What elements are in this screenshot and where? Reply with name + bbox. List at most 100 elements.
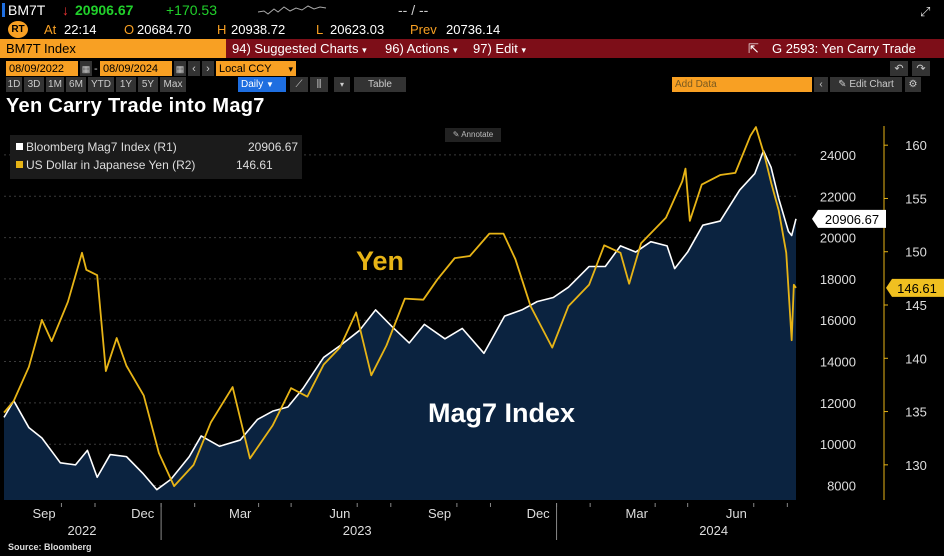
period-6m-button[interactable]: 6M <box>66 77 86 92</box>
left-axis-tick-label: 10000 <box>820 437 856 452</box>
left-axis-tick-label: 22000 <box>820 189 856 204</box>
realtime-badge-icon: RT <box>8 21 28 38</box>
period-ytd-button[interactable]: YTD <box>88 77 114 92</box>
settings-gear-icon[interactable]: ⚙ <box>905 77 921 92</box>
security-field[interactable]: BM7T Index <box>6 41 76 56</box>
yen-annotation: Yen <box>356 246 404 276</box>
open-label: O <box>124 22 135 37</box>
x-tick-label: Mar <box>229 506 252 521</box>
x-tick-label: Sep <box>428 506 451 521</box>
mag7-series-line <box>3 149 797 491</box>
menu-bar: BM7T Index 94) Suggested Charts ▾ 96) Ac… <box>0 39 944 58</box>
chevron-down-icon[interactable]: ▾ <box>334 77 350 92</box>
mag7-annotation: Mag7 Index <box>428 398 575 428</box>
chevron-down-icon: ▾ <box>288 64 293 74</box>
x-year-label: 2023 <box>343 523 372 538</box>
left-axis-tick-label: 12000 <box>820 396 856 411</box>
sparkline-icon <box>258 5 327 15</box>
open-value: 20684.70 <box>137 22 192 37</box>
x-tick-label: Jun <box>329 506 350 521</box>
redo-icon[interactable]: ↷ <box>912 61 930 76</box>
expand-window-icon[interactable]: ⤢ <box>920 4 931 19</box>
x-tick-label: Dec <box>527 506 551 521</box>
currency-label: Local CCY <box>219 63 272 75</box>
period-1y-button[interactable]: 1Y <box>116 77 136 92</box>
x-tick-label: Jun <box>726 506 747 521</box>
left-axis-tick-label: 20000 <box>820 231 856 246</box>
actions-menu[interactable]: 96) Actions ▾ <box>385 39 457 60</box>
previous-arrow-icon[interactable]: ‹ <box>188 61 200 76</box>
period-1d-button[interactable]: 1D <box>6 77 22 92</box>
export-icon[interactable]: ⇱ <box>748 41 759 56</box>
x-tick-label: Mar <box>626 506 649 521</box>
chevron-left-icon[interactable]: ‹ <box>814 77 828 92</box>
currency-select[interactable]: Local CCY ▾ <box>216 61 296 76</box>
frequency-select[interactable]: Daily ▼ <box>238 77 286 92</box>
ticker[interactable]: BM7T <box>8 2 46 18</box>
last-price: 20906.67 <box>75 2 134 18</box>
period-5y-button[interactable]: 5Y <box>138 77 158 92</box>
mag7-last-value: 20906.67 <box>825 212 879 227</box>
x-year-label: 2022 <box>68 523 97 538</box>
chevron-down-icon: ▾ <box>521 45 526 55</box>
legend-label: US Dollar in Japanese Yen (R2) <box>26 158 196 172</box>
frequency-label: Daily <box>241 79 264 90</box>
edit-label: 97) Edit <box>473 41 518 56</box>
annotate-label: Annotate <box>461 130 494 139</box>
mag7-area-fill <box>4 150 796 500</box>
right-axis-tick-label: 140 <box>905 351 927 366</box>
yen-series-line <box>3 126 797 488</box>
annotate-button[interactable]: ✎ Annotate <box>445 128 501 142</box>
yen-last-value: 146.61 <box>897 281 937 296</box>
add-data-input[interactable]: Add Data <box>672 77 812 92</box>
undo-icon[interactable]: ↶ <box>890 61 908 76</box>
x-axis: Sep Dec Mar Jun Sep Dec Mar Jun 2022 2023 2024 <box>33 503 788 540</box>
pencil-icon: ✎ <box>452 130 460 139</box>
ticker-marker <box>2 3 5 17</box>
end-date-input[interactable]: 08/09/2024 <box>100 61 172 76</box>
line-chart-icon[interactable]: ⟋ <box>290 77 308 92</box>
left-axis: 8000 10000 12000 14000 16000 18000 20000 22000 2… <box>820 148 856 494</box>
bid-ask: -- / -- <box>398 2 429 18</box>
legend-item-yen[interactable]: US Dollar in Japanese Yen (R2) <box>16 158 195 172</box>
right-axis-tick-label: 150 <box>905 245 927 260</box>
date-range-bar: 08/09/2022 ▦ - 08/09/2024 ▦ ‹ › Local CC… <box>0 61 944 77</box>
right-axis-tick-label: 130 <box>905 458 927 473</box>
period-3d-button[interactable]: 3D <box>24 77 44 92</box>
calendar-icon[interactable]: ▦ <box>80 61 92 76</box>
period-1m-button[interactable]: 1M <box>46 77 64 92</box>
chart-title: Yen Carry Trade into Mag7 <box>6 95 265 117</box>
pencil-icon: ✎ <box>838 79 847 90</box>
x-tick-label: Dec <box>131 506 155 521</box>
edit-menu[interactable]: 97) Edit ▾ <box>473 39 526 60</box>
period-max-button[interactable]: Max <box>160 77 186 92</box>
last-value-tags: 20906.67 146.61 <box>812 209 944 297</box>
chart-name: G 2593: Yen Carry Trade <box>772 41 916 56</box>
next-arrow-icon[interactable]: › <box>202 61 214 76</box>
source-note: Source: Bloomberg <box>8 542 92 552</box>
left-axis-tick-label: 14000 <box>820 355 856 370</box>
prev-label: Prev <box>410 22 437 37</box>
left-axis-tick-label: 24000 <box>820 148 856 163</box>
legend-item-mag7[interactable]: Bloomberg Mag7 Index (R1) <box>16 140 177 154</box>
at-label: At <box>44 22 57 37</box>
high-label: H <box>217 22 227 37</box>
legend-value-mag7: 20906.67 <box>248 140 299 154</box>
table-button[interactable]: Table <box>354 77 406 92</box>
period-toolbar: 1D 3D 1M 6M YTD 1Y 5Y Max Daily ▼ ⟋ ⫼ ▾ Table A… <box>0 77 944 93</box>
chevron-down-icon: ▾ <box>452 45 458 55</box>
edit-chart-button[interactable]: ✎ Edit Chart <box>830 77 902 92</box>
quote-bar: BM7T ↓ 20906.67 +170.53 -- / -- ⤢ <box>0 0 944 20</box>
prev-value: 20736.14 <box>446 22 501 37</box>
candle-chart-icon[interactable]: ⫼ <box>310 77 328 92</box>
quote-time: 22:14 <box>64 22 97 37</box>
right-axis: 130 135 140 145 150 155 160 <box>883 126 927 500</box>
left-axis-tick-label: 18000 <box>820 272 856 287</box>
start-date-input[interactable]: 08/09/2022 <box>6 61 78 76</box>
suggested-charts-label: 94) Suggested Charts <box>232 41 359 56</box>
suggested-charts-menu[interactable]: 94) Suggested Charts ▾ <box>232 39 367 60</box>
calendar-icon[interactable]: ▦ <box>174 61 186 76</box>
left-axis-tick-label: 8000 <box>827 479 856 494</box>
chevron-down-icon: ▼ <box>266 80 274 89</box>
